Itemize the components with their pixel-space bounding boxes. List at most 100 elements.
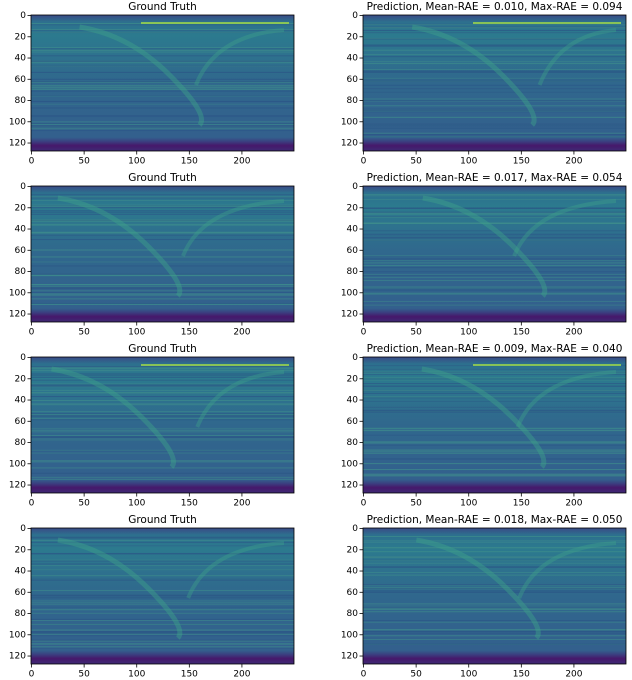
- y-tick-label: 40: [347, 54, 359, 64]
- heatmap-stripe: [363, 372, 626, 374]
- panel-title: Prediction, Mean-RAE = 0.010, Max-RAE = …: [367, 1, 623, 13]
- heatmap-feature: [411, 24, 537, 127]
- heatmap-stripe: [31, 449, 294, 451]
- heatmap-stripe: [31, 90, 294, 92]
- heatmap-stripe: [363, 63, 626, 65]
- heatmap-stripe: [31, 552, 294, 554]
- heatmap-stripe: [363, 469, 626, 471]
- heatmap-stripe: [363, 237, 626, 239]
- panel: Ground Truth 0 50 100 150 200 0 20 40 60 80 100 120: [9, 1, 295, 167]
- y-tick-label: 0: [20, 182, 26, 192]
- heatmap-stripe: [31, 293, 294, 295]
- heatmap-stripe: [31, 207, 294, 209]
- heatmap-stripe: [363, 274, 626, 276]
- heatmap-stripe: [31, 427, 294, 429]
- panel-title: Prediction, Mean-RAE = 0.009, Max-RAE = …: [367, 343, 623, 355]
- y-tick-label: 0: [20, 524, 26, 534]
- heatmap-stripe: [31, 284, 294, 286]
- heatmap-stripe: [31, 545, 294, 547]
- heatmap-stripe: [31, 374, 294, 376]
- heatmap-feature: [186, 541, 285, 599]
- heatmap-stripe: [363, 199, 626, 201]
- heatmap-feature: [422, 195, 548, 298]
- plot-frame: [30, 14, 295, 152]
- heatmap-stripe: [31, 429, 294, 431]
- heatmap-stripe: [31, 62, 294, 64]
- heatmap-stripe: [31, 28, 294, 30]
- heatmap-stripe: [31, 261, 294, 263]
- heatmap-stripe: [31, 234, 294, 236]
- heatmap-stripe: [31, 95, 294, 97]
- heatmap-stripe: [31, 404, 294, 406]
- heatmap-stripe: [31, 368, 294, 370]
- x-tick-label: 150: [513, 499, 530, 509]
- heatmap-stripe: [31, 553, 294, 555]
- x-tick-label: 100: [460, 157, 477, 167]
- heatmap-stripe: [31, 400, 294, 402]
- y-tick-label: 20: [347, 203, 359, 213]
- heatmap-stripe: [363, 611, 626, 613]
- x-tick-label: 150: [513, 157, 530, 167]
- y-tick-label: 60: [15, 246, 27, 256]
- heatmap-stripe: [31, 95, 294, 97]
- heatmap-stripe: [31, 123, 294, 125]
- heatmap-stripe: [363, 37, 626, 39]
- heatmap-stripe: [363, 371, 626, 373]
- x-tick-label: 50: [410, 157, 422, 167]
- heatmap-stripe: [363, 116, 626, 118]
- heatmap-stripe: [31, 600, 294, 602]
- heatmap-stripe: [31, 396, 294, 398]
- panel: Prediction, Mean-RAE = 0.010, Max-RAE = …: [341, 1, 627, 167]
- heatmap-stripe: [31, 81, 294, 83]
- heatmap-feature: [421, 366, 547, 469]
- y-tick-label: 20: [347, 545, 359, 555]
- heatmap-image: [363, 528, 626, 664]
- heatmap-stripe: [31, 594, 294, 596]
- heatmap-feature: [57, 195, 183, 298]
- heatmap-stripe: [31, 286, 294, 288]
- heatmap-stripe: [31, 569, 294, 571]
- heatmap-stripe: [31, 220, 294, 222]
- heatmap-stripe: [31, 384, 294, 386]
- heatmap-stripe: [363, 71, 626, 73]
- heatmap-stripe: [363, 80, 626, 82]
- x-tick-label: 100: [128, 499, 145, 509]
- heatmap-stripe: [31, 47, 294, 49]
- heatmap-stripe: [31, 609, 294, 611]
- heatmap-stripe: [363, 88, 626, 90]
- heatmap-stripe: [363, 213, 626, 215]
- heatmap-stripe: [363, 473, 626, 475]
- y-tick-label: 80: [15, 438, 27, 448]
- heatmap-stripe: [363, 410, 626, 412]
- y-tick-label: 100: [9, 288, 26, 298]
- heatmap-stripe: [31, 612, 294, 614]
- heatmap-stripe: [363, 256, 626, 258]
- heatmap-stripe: [31, 467, 294, 469]
- heatmap-stripe: [363, 24, 626, 26]
- heatmap-stripe: [363, 276, 626, 278]
- heatmap-feature: [57, 537, 183, 640]
- heatmap-stripe: [363, 451, 626, 453]
- x-tick-label: 150: [181, 328, 198, 338]
- panel: Prediction, Mean-RAE = 0.018, Max-RAE = …: [341, 514, 627, 680]
- x-tick-label: 0: [29, 670, 35, 680]
- x-tick-label: 200: [565, 157, 582, 167]
- heatmap-stripe: [363, 100, 626, 102]
- heatmap-stripe: [31, 623, 294, 625]
- y-tick-label: 0: [352, 182, 358, 192]
- heatmap-feature: [517, 541, 617, 599]
- heatmap-stripe: [31, 450, 294, 452]
- heatmap-stripe: [363, 591, 626, 593]
- heatmap-stripe: [31, 211, 294, 213]
- heatmap-stripe: [363, 91, 626, 93]
- heatmap-stripe: [31, 431, 294, 433]
- heatmap-stripe: [363, 27, 626, 29]
- heatmap-stripe: [363, 474, 626, 476]
- x-tick-label: 200: [233, 157, 250, 167]
- y-tick-label: 60: [347, 75, 359, 85]
- heatmap-stripe: [363, 29, 626, 31]
- y-tick-label: 20: [15, 374, 27, 384]
- heatmap-stripe: [363, 566, 626, 568]
- x-tick-label: 200: [565, 328, 582, 338]
- y-tick-label: 20: [347, 374, 359, 384]
